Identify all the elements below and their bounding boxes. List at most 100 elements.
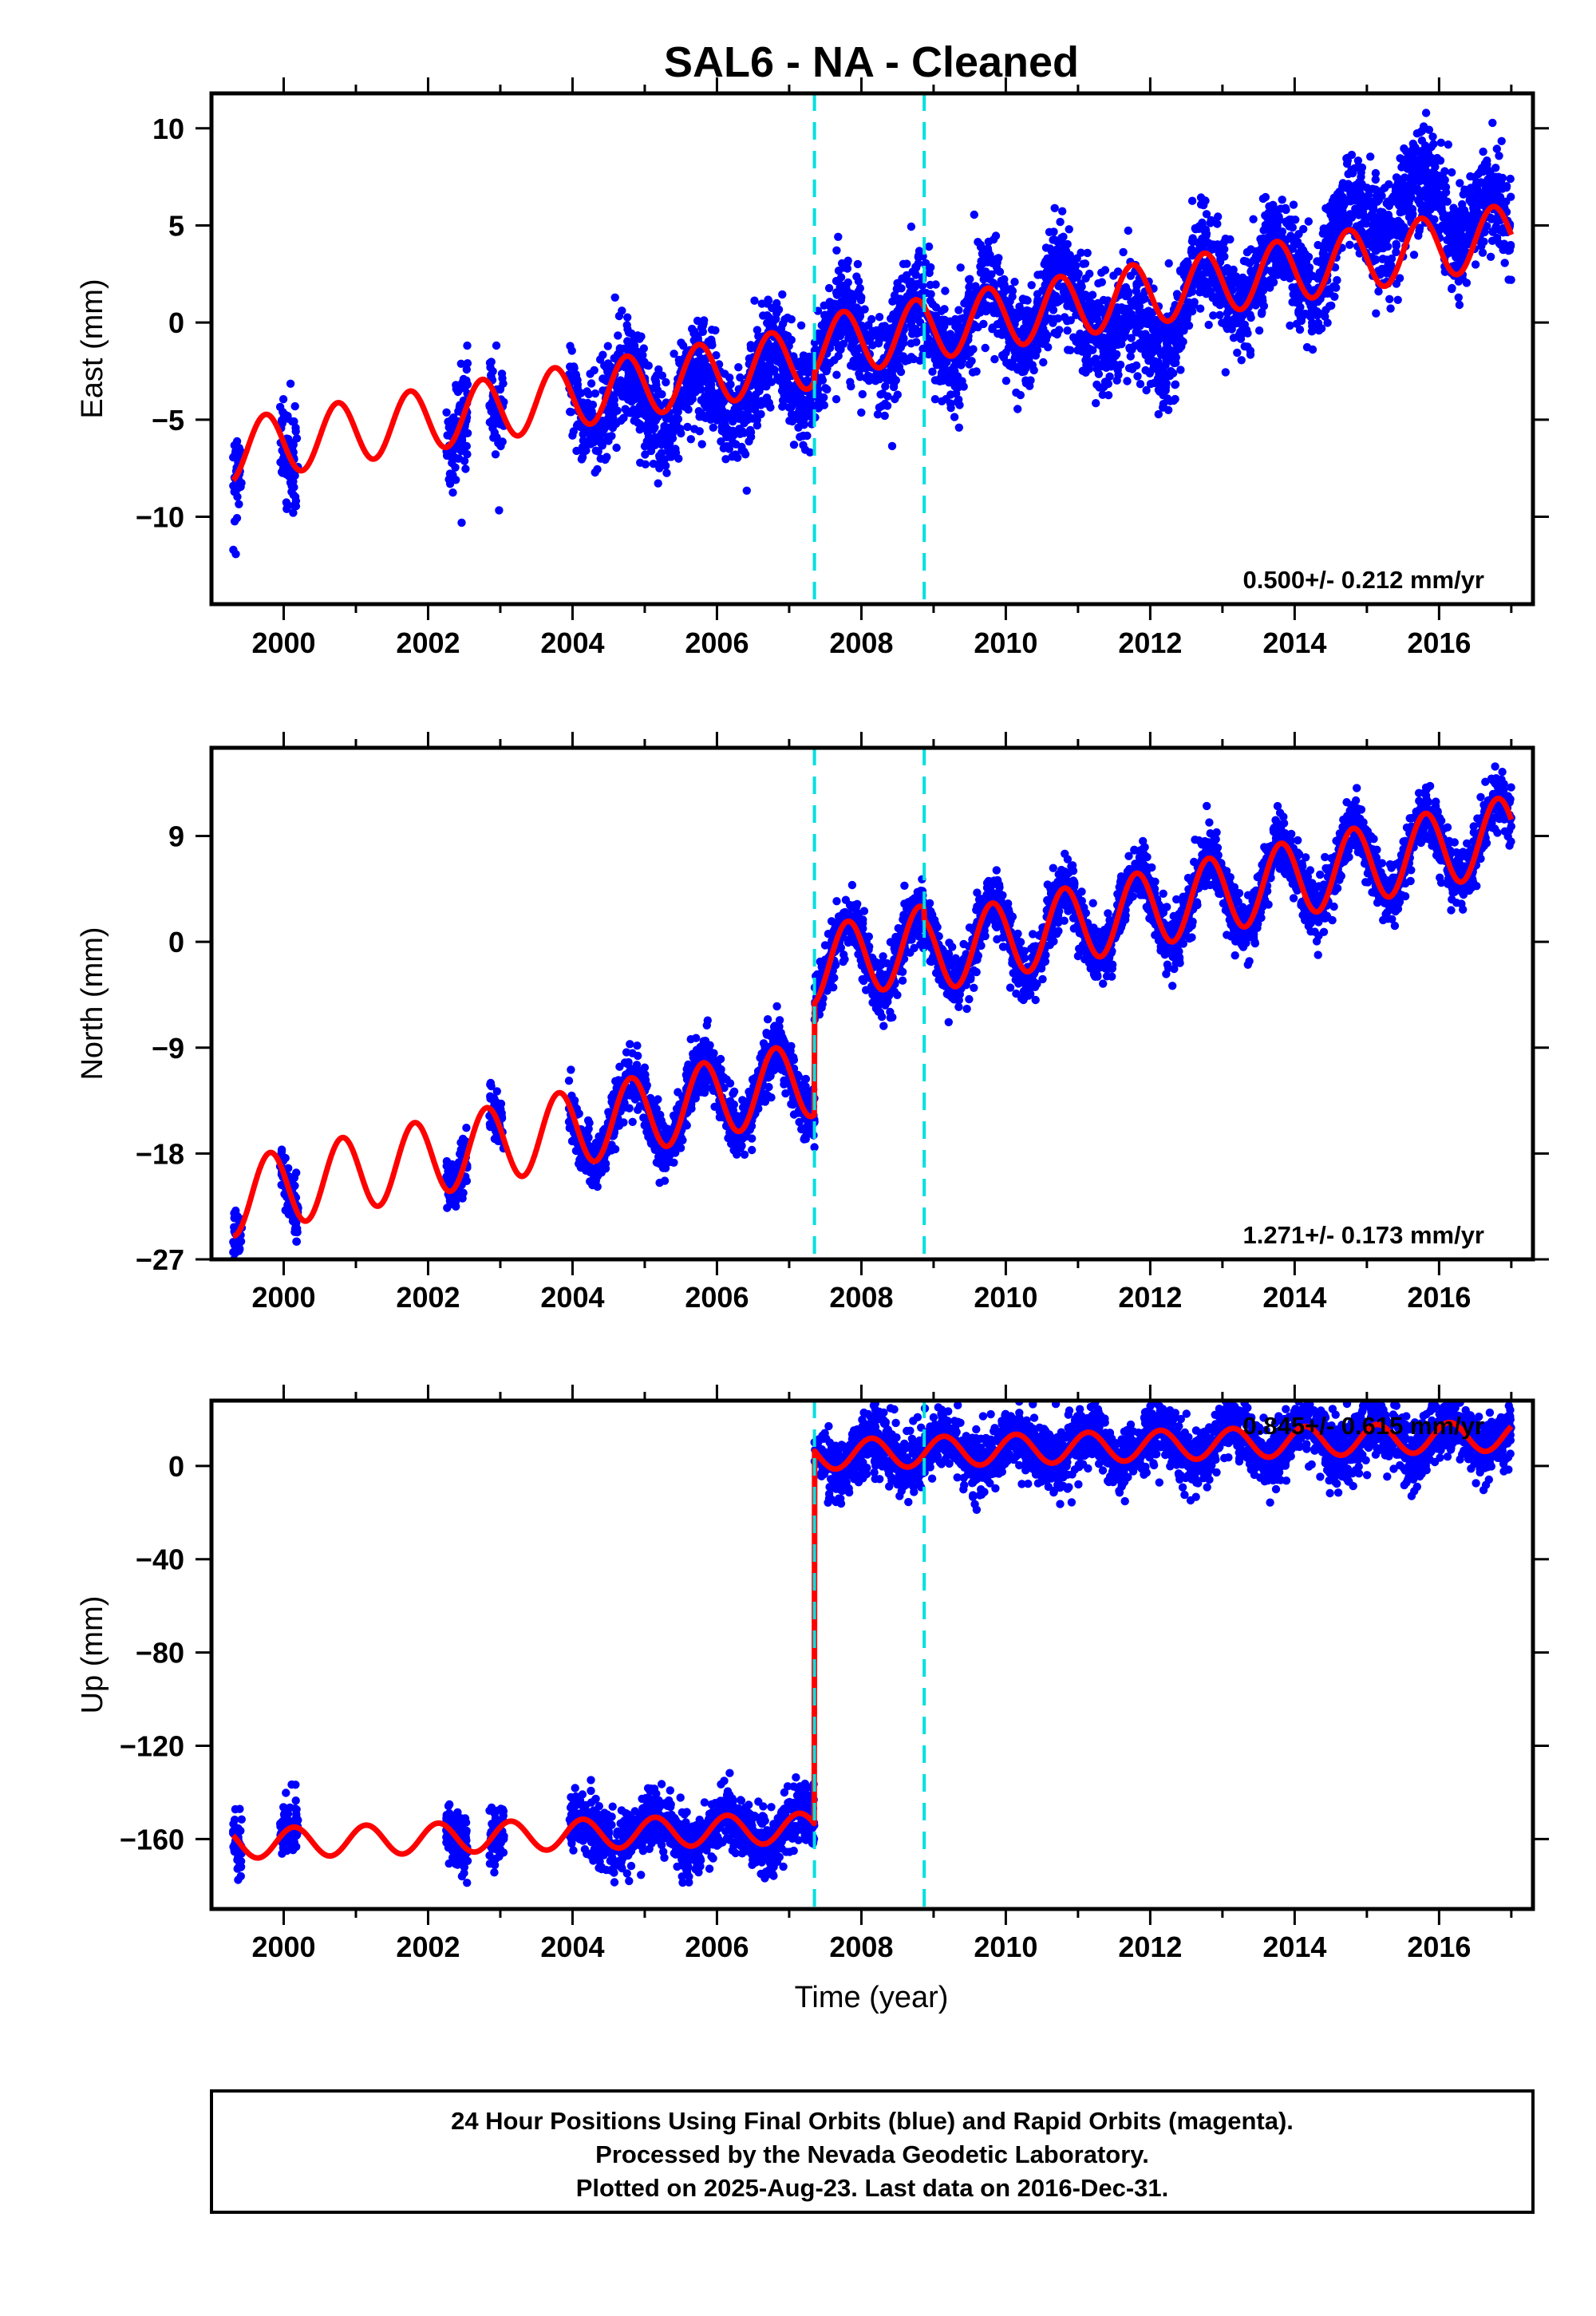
east-data-point xyxy=(1447,223,1456,233)
east-data-point xyxy=(1303,275,1313,285)
east-data-point xyxy=(969,345,978,354)
east-data-point xyxy=(1215,310,1224,319)
east-data-point xyxy=(289,508,298,517)
east-data-point xyxy=(753,416,761,425)
east-data-point xyxy=(291,423,300,433)
east-data-point xyxy=(946,399,955,408)
east-data-point xyxy=(903,259,911,268)
east-data-point xyxy=(1286,321,1294,330)
east-data-point xyxy=(846,332,855,341)
east-data-point xyxy=(656,452,665,460)
east-data-point xyxy=(703,362,712,371)
east-data-point xyxy=(726,380,735,389)
east-data-point xyxy=(759,311,768,320)
east-data-point xyxy=(1039,358,1048,367)
east-data-point xyxy=(1497,136,1506,145)
east-data-point xyxy=(1294,298,1302,307)
east-data-point xyxy=(872,326,881,335)
east-data-point xyxy=(1332,207,1341,217)
east-data-point xyxy=(709,423,717,432)
east-data-point xyxy=(1209,311,1218,320)
east-data-point xyxy=(950,381,959,391)
east-data-point xyxy=(1479,237,1488,246)
east-data-point xyxy=(1506,242,1515,251)
east-data-point xyxy=(762,382,771,391)
east-data-point xyxy=(614,311,624,321)
east-y-tick-label: −5 xyxy=(152,404,184,437)
east-data-point xyxy=(1373,197,1382,206)
east-data-point xyxy=(1421,149,1430,159)
east-data-point xyxy=(617,416,626,425)
east-y-axis-label: East (mm) xyxy=(76,279,109,418)
east-data-point xyxy=(1042,261,1052,270)
east-data-point xyxy=(590,437,598,447)
east-data-point xyxy=(1419,122,1428,131)
east-data-point xyxy=(954,306,963,314)
east-data-point xyxy=(1188,234,1197,243)
east-data-point xyxy=(1386,304,1395,313)
east-data-point xyxy=(989,302,998,311)
east-data-point xyxy=(1018,358,1027,366)
east-data-point xyxy=(1313,311,1321,320)
east-data-point xyxy=(1104,391,1113,400)
east-x-tick-label: 2008 xyxy=(829,626,893,659)
east-data-point xyxy=(279,395,288,404)
east-data-point xyxy=(1308,318,1317,327)
east-data-point xyxy=(1332,283,1341,292)
east-data-point xyxy=(1477,198,1487,207)
east-data-point xyxy=(1112,376,1121,385)
east-data-point xyxy=(1085,269,1094,279)
north-plot-area xyxy=(229,762,1516,1259)
east-data-point xyxy=(1374,287,1383,296)
east-data-point xyxy=(702,373,711,381)
east-data-point xyxy=(1436,156,1445,165)
east-data-point xyxy=(983,244,993,253)
east-data-point xyxy=(1433,196,1442,205)
east-data-point xyxy=(463,341,472,350)
east-data-point xyxy=(977,257,986,266)
east-data-point xyxy=(572,446,581,456)
east-data-point xyxy=(1160,346,1169,355)
east-data-point xyxy=(721,455,730,464)
east-data-point xyxy=(774,305,784,314)
east-data-point xyxy=(907,353,916,362)
east-data-point xyxy=(1141,330,1150,338)
east-data-point xyxy=(230,517,239,526)
east-data-point xyxy=(764,398,773,407)
east-data-point xyxy=(1462,279,1472,287)
east-data-point xyxy=(1398,201,1408,210)
east-data-point xyxy=(1294,230,1303,239)
east-data-point xyxy=(1044,271,1053,280)
east-y-tick-label: 5 xyxy=(168,209,184,242)
east-data-point xyxy=(1371,247,1381,255)
east-data-point xyxy=(1113,267,1123,276)
east-data-point xyxy=(1057,247,1065,255)
east-data-point xyxy=(1364,192,1373,201)
east-data-point xyxy=(1414,196,1423,205)
east-data-point xyxy=(951,361,960,370)
east-data-point xyxy=(1204,320,1213,330)
east-data-point xyxy=(1124,310,1133,319)
east-data-point xyxy=(867,314,876,324)
east-data-point xyxy=(1246,346,1255,355)
east-x-tick-label: 2002 xyxy=(396,626,460,659)
east-data-point xyxy=(1176,267,1185,276)
east-data-point xyxy=(1378,207,1387,217)
east-data-point xyxy=(1257,310,1266,318)
east-data-point xyxy=(1022,306,1032,315)
east-data-point xyxy=(629,388,638,397)
east-data-point xyxy=(1200,239,1209,248)
east-data-point xyxy=(603,359,613,368)
east-data-point xyxy=(1321,306,1330,314)
east-data-point xyxy=(755,386,764,396)
east-data-point xyxy=(1413,184,1422,193)
east-data-point xyxy=(1385,180,1393,189)
east-data-point xyxy=(837,324,847,334)
east-data-point xyxy=(1382,269,1391,278)
east-data-point xyxy=(462,365,471,374)
east-data-point xyxy=(598,441,606,450)
east-data-point xyxy=(457,518,466,528)
east-data-point xyxy=(797,411,806,421)
east-data-point xyxy=(1155,387,1164,396)
east-data-point xyxy=(930,376,940,385)
